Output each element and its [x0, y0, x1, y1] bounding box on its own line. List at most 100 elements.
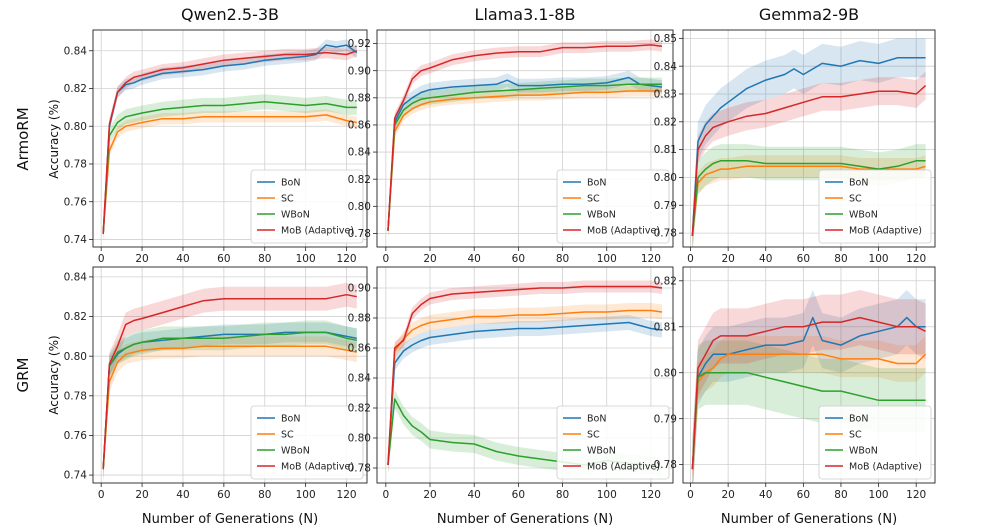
x-tick-label: 60	[797, 489, 810, 501]
subplot-2: 0 20 40 60 80 100 120 0.78 0.80 0.82 0.84 0.86 0.88 0…	[348, 5, 674, 265]
plot-area	[102, 39, 358, 242]
series-line-sc	[102, 345, 357, 470]
band-sc	[692, 335, 926, 483]
x-tick-label: 20	[423, 489, 436, 501]
legend-box	[818, 405, 932, 480]
series-line-wbon	[691, 160, 926, 236]
row-label-grm: GRM	[14, 358, 32, 393]
legend-entry-label: MoB (Adaptive)	[281, 225, 354, 236]
series-line-mob-adaptive-	[387, 285, 663, 466]
series-line-wbon	[387, 83, 662, 231]
y-tick-label: 0.76	[64, 196, 88, 208]
y-tick-label: 0.80	[348, 201, 371, 213]
x-tick-label: 20	[721, 253, 734, 265]
x-tick-label: 80	[556, 489, 569, 501]
y-tick-label: 0.78	[348, 463, 371, 475]
y-tick-label: 0.80	[348, 433, 371, 445]
chart-layer: ArmoRM GRM Accuracy (%) Accuracy (%) Number …	[14, 5, 936, 527]
legend-entry-label: WBoN	[281, 209, 310, 220]
x-tick-label: 80	[258, 489, 271, 501]
x-tick-label: 0	[98, 489, 105, 501]
x-tick-label: 20	[423, 253, 436, 265]
y-tick-label: 0.85	[654, 33, 677, 45]
subplot-title: Llama3.1-8B	[475, 5, 576, 24]
series-line-sc	[102, 114, 357, 234]
legend-entry-label: WBoN	[281, 445, 310, 456]
plot-area	[102, 282, 357, 481]
axes-frame	[376, 29, 674, 248]
series-line-mob-adaptive-	[102, 293, 357, 470]
series-line-bon	[691, 57, 926, 236]
x-tick-label: 120	[641, 489, 661, 501]
y-tick-label: 0.84	[64, 45, 88, 57]
legend-entry-label: SC	[587, 429, 600, 440]
y-tick-label: 0.83	[654, 89, 677, 101]
x-tick-label: 80	[556, 253, 569, 265]
legend-box	[250, 405, 364, 480]
y-tick-label: 0.86	[348, 120, 372, 132]
legend-entry-label: SC	[849, 193, 862, 204]
band-bon	[103, 322, 357, 479]
y-tick-label: 0.82	[64, 311, 87, 323]
y-tick-label: 0.82	[348, 174, 371, 186]
x-tick-label: 0	[98, 253, 105, 265]
series-line-mob-adaptive-	[691, 85, 927, 236]
x-tick-label: 120	[337, 489, 357, 501]
y-tick-label: 0.90	[348, 65, 371, 77]
x-axis-label: Number of Generations (N)	[142, 512, 318, 527]
series-line-mob-adaptive-	[102, 50, 358, 234]
subplot-1: 0 20 40 60 80 100 120 0.74 0.76 0.78 0.80 0.82 0.84 Q…	[64, 5, 368, 265]
y-tick-label: 0.79	[654, 413, 677, 425]
band-wbon	[103, 94, 357, 242]
x-tick-label: 120	[641, 253, 661, 265]
x-tick-label: 20	[135, 253, 148, 265]
legend-box	[556, 169, 670, 244]
axes-frame	[92, 266, 368, 484]
x-tick-label: 0	[382, 253, 389, 265]
row-label-armorm: ArmoRM	[14, 107, 32, 170]
subplot-6: 0 20 40 60 80 100 120 0.78 0.79 0.80 0.81 0.82 BoN SC…	[654, 266, 936, 501]
legend: BoN SC WBoN MoB (Adaptive)	[556, 169, 670, 244]
legend-entry-label: SC	[849, 429, 862, 440]
series-line-wbon	[102, 100, 357, 234]
y-tick-label: 0.86	[348, 343, 372, 355]
y-tick-label: 0.84	[348, 373, 372, 385]
legend-entry-label: BoN	[849, 177, 868, 188]
x-tick-label: 100	[296, 489, 316, 501]
legend-entry-label: SC	[281, 429, 294, 440]
legend: BoN SC WBoN MoB (Adaptive)	[556, 405, 670, 480]
band-sc	[103, 109, 357, 240]
x-tick-label: 40	[759, 489, 772, 501]
subplot-title: Qwen2.5-3B	[181, 5, 279, 24]
x-tick-label: 100	[597, 253, 617, 265]
y-tick-label: 0.81	[654, 144, 677, 156]
x-tick-label: 100	[869, 489, 889, 501]
x-tick-label: 120	[906, 253, 926, 265]
x-tick-label: 0	[687, 489, 694, 501]
y-tick-label: 0.82	[348, 403, 371, 415]
legend-box	[818, 169, 932, 244]
legend-entry-label: WBoN	[587, 209, 616, 220]
x-tick-label: 0	[382, 489, 389, 501]
x-tick-label: 60	[217, 489, 230, 501]
y-tick-label: 0.78	[348, 228, 371, 240]
legend-entry-label: SC	[281, 193, 294, 204]
series-line-sc	[691, 353, 927, 470]
y-tick-label: 0.78	[654, 228, 677, 240]
y-tick-label: 0.80	[64, 121, 87, 133]
y-tick-label: 0.88	[348, 92, 371, 104]
series-line-bon	[387, 76, 663, 231]
legend-entry-label: MoB (Adaptive)	[849, 225, 922, 236]
series-line-sc	[387, 309, 663, 466]
legend-entry-label: BoN	[281, 413, 300, 424]
x-tick-label: 100	[597, 489, 617, 501]
legend-entry-label: SC	[587, 193, 600, 204]
series-line-bon	[102, 44, 358, 234]
band-wbon	[692, 340, 926, 483]
band-bon	[692, 38, 926, 247]
legend-entry-label: BoN	[587, 413, 606, 424]
plot-area	[387, 39, 663, 238]
x-axis-label: Number of Generations (N)	[437, 512, 613, 527]
legend-entry-label: WBoN	[849, 445, 878, 456]
axes-frame	[376, 266, 674, 484]
